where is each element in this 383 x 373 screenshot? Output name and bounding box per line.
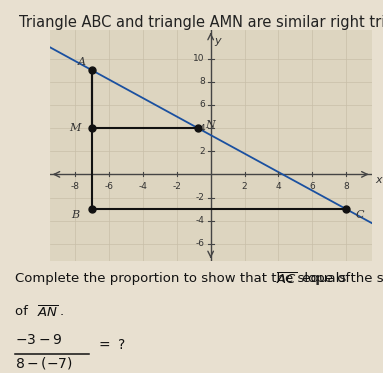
Text: 8: 8 <box>343 182 349 191</box>
Text: 2: 2 <box>199 147 205 156</box>
Text: N: N <box>205 120 215 130</box>
Text: B: B <box>71 210 79 220</box>
Text: -4: -4 <box>196 216 205 225</box>
Text: x: x <box>375 175 381 185</box>
Text: $\overline{AN}$: $\overline{AN}$ <box>37 305 58 320</box>
Text: 2: 2 <box>242 182 247 191</box>
Text: 4: 4 <box>275 182 281 191</box>
Text: M: M <box>69 123 81 133</box>
Text: 8: 8 <box>199 77 205 87</box>
Text: C: C <box>355 210 364 220</box>
Text: $8-(-7)$: $8-(-7)$ <box>15 355 73 371</box>
Text: $\overline{AC}$: $\overline{AC}$ <box>276 272 297 287</box>
Text: Triangle ABC and triangle AMN are similar right triangles.: Triangle ABC and triangle AMN are simila… <box>19 15 383 30</box>
Text: $= \ ?$: $= \ ?$ <box>96 338 126 352</box>
Text: y: y <box>214 35 221 46</box>
Text: of: of <box>15 305 32 318</box>
Text: -4: -4 <box>139 182 147 191</box>
Text: 6: 6 <box>199 100 205 110</box>
Text: -6: -6 <box>196 239 205 248</box>
Text: -2: -2 <box>172 182 181 191</box>
Text: 10: 10 <box>193 54 205 63</box>
Text: -2: -2 <box>196 193 205 202</box>
Text: -6: -6 <box>105 182 113 191</box>
Text: .: . <box>60 305 64 318</box>
Text: A: A <box>78 57 86 67</box>
Text: 4: 4 <box>199 123 205 133</box>
Text: Complete the proportion to show that the slope of: Complete the proportion to show that the… <box>15 272 354 285</box>
Text: -8: -8 <box>71 182 80 191</box>
Text: 6: 6 <box>309 182 315 191</box>
Text: equals the slope: equals the slope <box>298 272 383 285</box>
Text: $-3-9$: $-3-9$ <box>15 333 62 347</box>
